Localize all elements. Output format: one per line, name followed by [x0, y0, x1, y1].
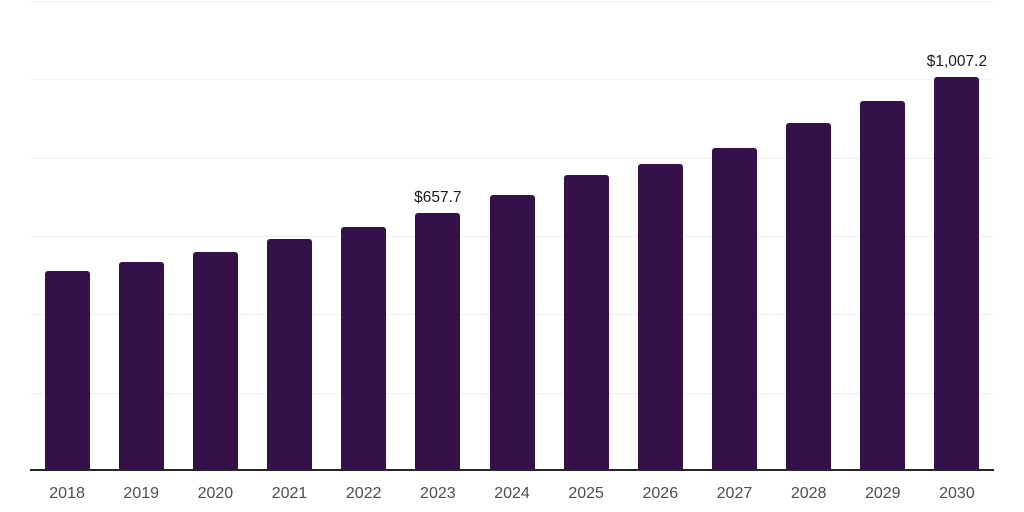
bar-2023: [415, 213, 461, 471]
bar-2026: [637, 164, 683, 471]
tick-label-2022: 2022: [345, 485, 382, 502]
tick-label-2026: 2026: [642, 485, 679, 502]
bar-2027: [711, 147, 757, 471]
bar-2018: [44, 270, 90, 471]
data-label-2023: $657.7: [414, 189, 462, 207]
tick-label-2021: 2021: [271, 485, 308, 502]
tick-label-2023: 2023: [420, 485, 456, 502]
bar-2020: [192, 252, 238, 471]
x-axis-line: [30, 469, 994, 471]
x-axis-tick-labels: 2018 2019 2020 2021 2022 2023 2024 2025 2026 2027…: [30, 482, 994, 506]
bar-2022: [341, 226, 387, 471]
gridline-1000: [30, 79, 994, 81]
tick-label-2027: 2027: [716, 485, 753, 502]
tick-label-2025: 2025: [568, 485, 604, 502]
bar-2029: [860, 100, 906, 471]
data-label-2030: $1,007.2: [926, 52, 988, 70]
plot-area: $657.7 $1,007.2: [30, 0, 994, 471]
bar-2025: [563, 175, 609, 471]
tick-label-2020: 2020: [197, 485, 234, 502]
tick-label-2029: 2029: [864, 485, 901, 502]
bar-2028: [786, 122, 832, 471]
gridline-800: [30, 157, 994, 159]
tick-label-2028: 2028: [790, 485, 827, 502]
tick-label-2018: 2018: [49, 485, 85, 502]
tick-label-2019: 2019: [123, 485, 160, 502]
tick-label-2024: 2024: [494, 485, 530, 502]
bar-2021: [267, 239, 313, 471]
bar-2030: [934, 76, 980, 471]
gridline-1200: [30, 1, 994, 2]
bar-2024: [489, 195, 535, 471]
tick-label-2030: 2030: [939, 485, 975, 502]
bar-2019: [118, 261, 164, 471]
